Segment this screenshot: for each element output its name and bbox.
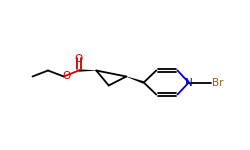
Text: O: O — [74, 54, 83, 64]
Polygon shape — [79, 69, 96, 72]
Text: O: O — [62, 71, 70, 81]
Text: N: N — [185, 78, 192, 87]
Text: Br: Br — [212, 78, 223, 87]
Polygon shape — [126, 76, 145, 84]
